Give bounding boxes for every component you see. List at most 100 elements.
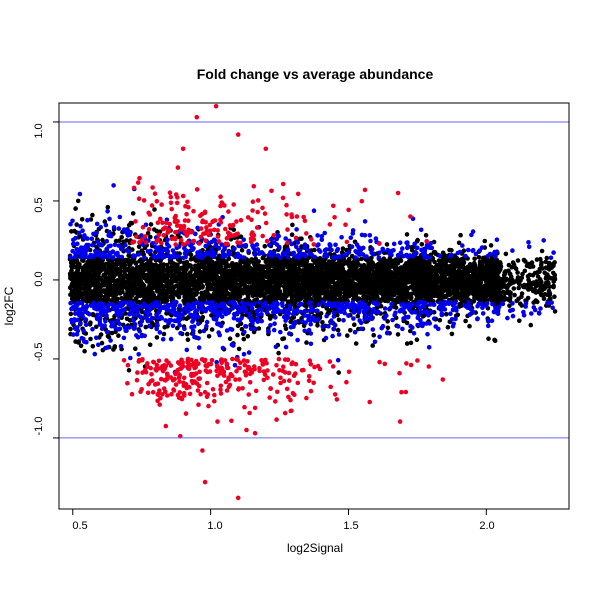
point-black: [534, 257, 540, 262]
point-black: [404, 341, 410, 346]
point-black: [386, 287, 392, 293]
point-black: [541, 296, 547, 302]
point-black: [78, 343, 84, 349]
point-black: [450, 296, 455, 301]
point-black: [270, 293, 276, 299]
point-black: [88, 336, 93, 342]
point-black: [335, 268, 341, 274]
point-black: [317, 294, 322, 300]
point-black: [482, 238, 488, 244]
point-black: [337, 293, 343, 298]
point-black: [406, 286, 411, 291]
point-black: [100, 237, 105, 243]
point-black: [547, 267, 552, 272]
point-black: [539, 260, 544, 266]
point-black: [69, 229, 74, 234]
point-black: [99, 340, 105, 346]
point-black: [304, 340, 309, 345]
point-black: [410, 285, 416, 291]
chart-title: Fold change vs average abundance: [197, 66, 434, 82]
point-black: [128, 293, 134, 299]
point-black: [456, 269, 461, 275]
point-black: [346, 259, 351, 265]
point-black: [299, 236, 304, 241]
point-black: [200, 285, 205, 290]
point-black: [408, 340, 414, 346]
point-black: [188, 252, 194, 258]
point-black: [170, 291, 176, 297]
point-black: [312, 247, 317, 253]
point-black: [188, 257, 194, 262]
point-black: [105, 286, 110, 292]
point-black: [123, 311, 128, 316]
point-black: [348, 328, 353, 333]
point-black: [196, 262, 201, 268]
point-black: [345, 275, 351, 280]
point-black: [251, 260, 256, 265]
point-black: [126, 223, 132, 228]
point-black: [520, 271, 525, 277]
point-black: [147, 342, 153, 348]
point-black: [414, 293, 420, 298]
point-black: [266, 266, 272, 271]
point-black: [458, 232, 463, 238]
point-black: [105, 204, 111, 210]
point-black: [117, 238, 122, 243]
point-black: [345, 333, 350, 338]
point-black: [135, 291, 140, 297]
point-black: [227, 336, 233, 342]
point-black: [182, 294, 187, 299]
point-black: [384, 291, 390, 297]
point-black: [267, 316, 273, 321]
point-black: [543, 259, 549, 265]
point-black: [133, 346, 138, 352]
point-black: [187, 272, 192, 277]
point-black: [456, 240, 462, 246]
point-black: [352, 322, 357, 328]
point-black: [70, 283, 75, 288]
point-black: [85, 260, 91, 265]
point-black: [265, 289, 270, 295]
point-black: [384, 242, 390, 247]
point-black: [94, 271, 100, 276]
point-black: [236, 346, 242, 352]
point-black: [403, 294, 408, 300]
point-black: [164, 289, 170, 295]
point-black: [371, 332, 377, 338]
point-black: [154, 288, 160, 293]
point-black: [467, 291, 472, 296]
point-black: [94, 266, 99, 272]
point-black: [459, 286, 465, 292]
point-black: [179, 290, 184, 296]
point-black: [280, 336, 285, 342]
point-black: [525, 274, 531, 279]
point-black: [245, 334, 251, 339]
point-black: [515, 277, 520, 282]
point-black: [178, 265, 184, 271]
point-black: [305, 263, 310, 268]
point-black: [289, 268, 295, 273]
point-black: [315, 323, 320, 328]
point-black: [130, 211, 136, 216]
point-black: [85, 297, 90, 303]
point-black: [288, 261, 293, 267]
point-black: [290, 222, 295, 228]
point-black: [296, 297, 302, 303]
point-black: [370, 260, 375, 265]
point-black: [365, 277, 371, 282]
point-black: [331, 262, 336, 268]
point-black: [116, 333, 121, 339]
point-black: [75, 198, 81, 204]
point-black: [492, 337, 497, 343]
point-black: [488, 243, 494, 248]
point-black: [165, 267, 170, 273]
point-black: [205, 260, 210, 265]
point-black: [113, 329, 118, 335]
point-black: [102, 273, 107, 279]
point-black: [303, 302, 309, 308]
point-black: [446, 264, 452, 269]
point-black: [321, 285, 327, 291]
point-black: [449, 331, 455, 337]
point-black: [289, 232, 295, 237]
point-black: [77, 294, 82, 300]
